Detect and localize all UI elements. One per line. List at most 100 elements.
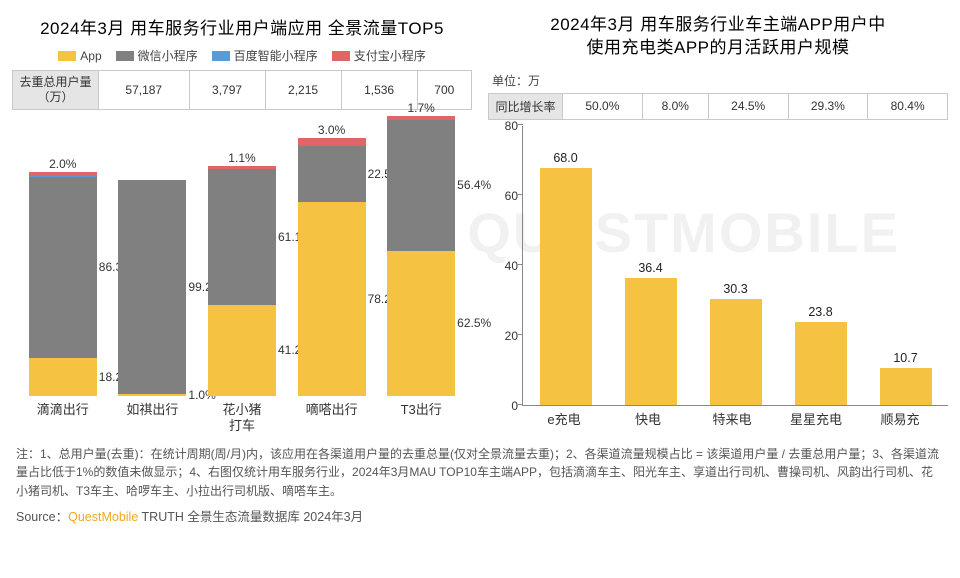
- x-label: 嘀嗒出行: [298, 402, 366, 435]
- right-table-label: 同比增长率: [489, 93, 563, 119]
- bar-segment: 41.2%: [208, 305, 276, 396]
- y-tick-mark: [518, 194, 523, 195]
- y-tick-label: 40: [505, 259, 518, 273]
- table-cell: 1,536: [341, 71, 417, 110]
- right-title-line1: 2024年3月 用车服务行业车主端APP用户中: [488, 14, 948, 37]
- y-axis: 020406080: [488, 126, 522, 406]
- left-table-label: 去重总用户量（万）: [13, 71, 99, 110]
- y-tick-mark: [518, 334, 523, 335]
- bar-value-label: 10.7: [893, 351, 917, 368]
- bar-segment: 1.1%: [208, 166, 276, 168]
- bar: 36.4: [625, 278, 677, 405]
- x-label: 如祺出行: [118, 402, 186, 435]
- legend-swatch: [212, 51, 230, 61]
- x-label: 滴滴出行: [29, 402, 97, 435]
- left-title: 2024年3月 用车服务行业用户端应用 全景流量TOP5: [12, 0, 472, 47]
- x-label: 星星充电: [790, 412, 842, 428]
- y-tick-label: 0: [511, 399, 518, 413]
- x-label: 特来电: [706, 412, 758, 428]
- legend-item: 百度智能小程序: [212, 47, 318, 64]
- legend-label: 微信小程序: [138, 47, 198, 64]
- bar-value-label: 30.3: [723, 282, 747, 299]
- table-cell: 24.5%: [708, 93, 788, 119]
- segment-label: 1.1%: [228, 151, 255, 166]
- right-title-line2: 使用充电类APP的月活跃用户规模: [488, 37, 948, 60]
- bar-segment: 86.3%: [29, 177, 97, 358]
- y-tick-label: 80: [505, 119, 518, 133]
- bar-segment: 99.2%: [118, 180, 186, 393]
- bar-value-label: 36.4: [638, 261, 662, 278]
- bar-segment: 61.1%: [208, 169, 276, 305]
- source-brand: QuestMobile: [68, 510, 138, 524]
- bar-segment: 62.5%: [387, 251, 455, 396]
- left-table: 去重总用户量（万） 57,1873,7972,2151,536700: [12, 70, 472, 110]
- y-tick-label: 60: [505, 189, 518, 203]
- segment-label: 3.0%: [318, 123, 345, 138]
- right-table: 同比增长率 50.0%8.0%24.5%29.3%80.4%: [488, 93, 948, 120]
- bar-value-label: 23.8: [808, 305, 832, 322]
- segment-label: 2.0%: [49, 157, 76, 172]
- legend: App 微信小程序 百度智能小程序 支付宝小程序: [12, 47, 472, 70]
- bar: 23.8: [795, 322, 847, 405]
- table-cell: 3,797: [189, 71, 265, 110]
- bar: 68.0: [540, 168, 592, 405]
- table-cell: 8.0%: [642, 93, 708, 119]
- stacked-bar: 1.0%99.2%: [118, 180, 186, 396]
- right-panel: 2024年3月 用车服务行业车主端APP用户中 使用充电类APP的月活跃用户规模…: [480, 0, 948, 435]
- bar: 30.3: [710, 299, 762, 405]
- legend-label: 支付宝小程序: [354, 47, 426, 64]
- stacked-bar: 41.2%61.1%1.1%: [208, 166, 276, 396]
- bar-segment: 1.7%: [387, 116, 455, 120]
- segment-label: 56.4%: [455, 178, 491, 192]
- right-title: 2024年3月 用车服务行业车主端APP用户中 使用充电类APP的月活跃用户规模: [488, 0, 948, 68]
- legend-swatch: [116, 51, 134, 61]
- bar-plot: 68.0 36.4 30.3 23.8 10.7: [522, 126, 948, 406]
- bar: 10.7: [880, 368, 932, 405]
- bar-segment: 56.4%: [387, 120, 455, 251]
- stacked-chart: 18.2%86.3%2.0%1.0%99.2%41.2%61.1%1.1%78.…: [12, 116, 472, 396]
- legend-swatch: [332, 51, 350, 61]
- legend-swatch: [58, 51, 76, 61]
- table-cell: 2,215: [265, 71, 341, 110]
- left-x-labels: 滴滴出行如祺出行花小猪打车嘀嗒出行 T3出行: [12, 396, 472, 435]
- legend-item: 支付宝小程序: [332, 47, 426, 64]
- y-tick-mark: [518, 264, 523, 265]
- legend-label: App: [80, 49, 101, 63]
- stacked-bar: 18.2%86.3%2.0%: [29, 172, 97, 396]
- bar-segment: 3.0%: [298, 138, 366, 145]
- bar-segment: 2.0%: [29, 172, 97, 176]
- bar-value-label: 68.0: [553, 151, 577, 168]
- source-prefix: Source：: [16, 510, 68, 524]
- table-cell: 80.4%: [868, 93, 948, 119]
- table-cell: 50.0%: [563, 93, 643, 119]
- legend-item: App: [58, 47, 101, 64]
- bar-chart: 020406080 68.036.430.323.810.7: [488, 126, 948, 406]
- source-suffix: TRUTH 全景生态流量数据库 2024年3月: [142, 510, 364, 524]
- unit-label: 单位：万: [488, 68, 948, 93]
- x-label: T3出行: [387, 402, 455, 435]
- bar-segment: 22.5%: [298, 146, 366, 202]
- y-tick-label: 20: [505, 329, 518, 343]
- legend-label: 百度智能小程序: [234, 47, 318, 64]
- table-cell: 29.3%: [788, 93, 868, 119]
- source-line: Source：QuestMobile TRUTH 全景生态流量数据库 2024年…: [0, 500, 960, 525]
- stacked-bar: 62.5%56.4%1.7%: [387, 116, 455, 396]
- segment-label: 1.7%: [407, 101, 434, 116]
- y-tick-mark: [518, 124, 523, 125]
- footnote: 注：1、总用户量(去重)：在统计周期(周/月)内，该应用在各渠道用户量的去重总量…: [0, 435, 960, 501]
- x-label: 顺易充: [874, 412, 926, 428]
- bar-segment: 1.0%: [118, 394, 186, 396]
- x-label: 快电: [622, 412, 674, 428]
- table-cell: 57,187: [99, 71, 190, 110]
- y-tick-mark: [518, 404, 523, 405]
- left-panel: 2024年3月 用车服务行业用户端应用 全景流量TOP5 App 微信小程序 百度智…: [12, 0, 480, 435]
- right-x-labels: e充电 快电 特来电 星星充电 顺易充: [488, 406, 948, 428]
- x-label: e充电: [538, 412, 590, 428]
- x-label: 花小猪打车: [208, 402, 276, 435]
- bar-segment: 18.2%: [29, 358, 97, 396]
- segment-label: 62.5%: [455, 316, 491, 330]
- bar-segment: 78.2%: [298, 202, 366, 396]
- legend-item: 微信小程序: [116, 47, 198, 64]
- stacked-bar: 78.2%22.5%3.0%: [298, 138, 366, 396]
- bar-segment: [29, 176, 97, 177]
